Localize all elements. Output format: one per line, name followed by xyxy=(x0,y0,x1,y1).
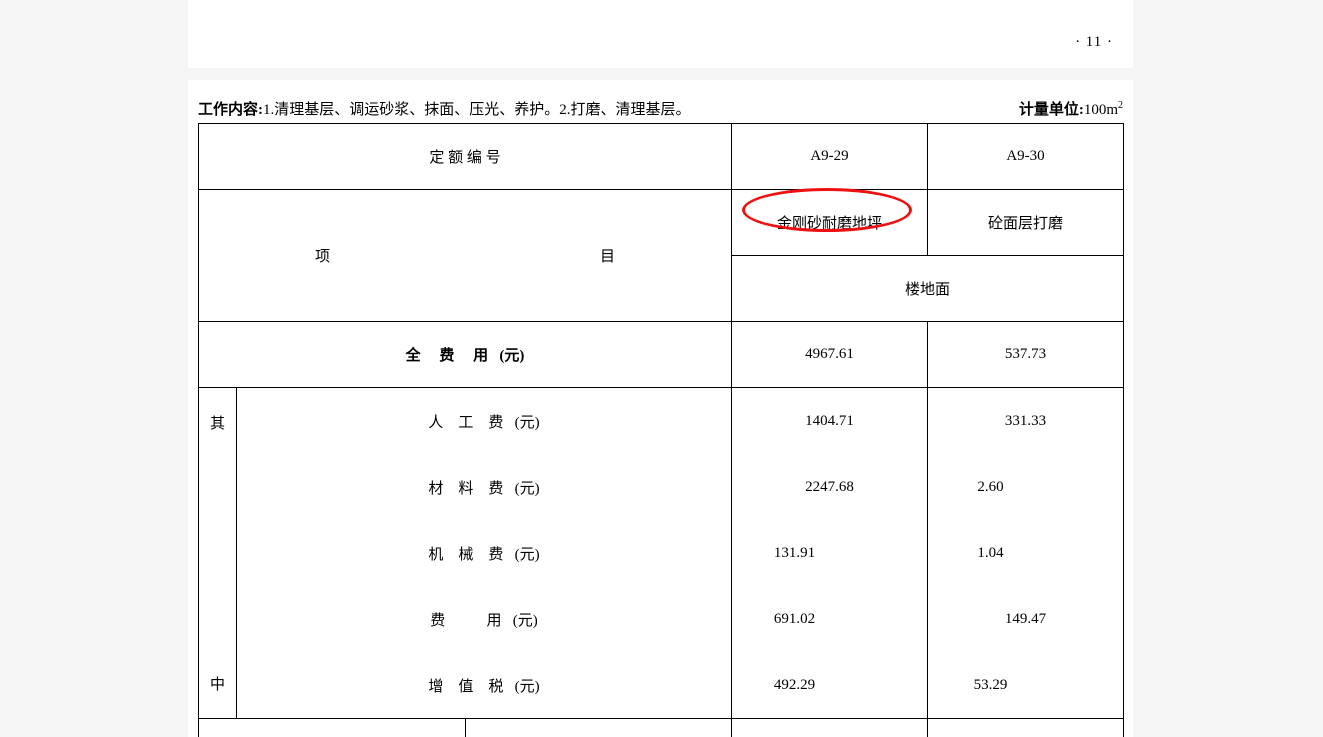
side-label-top: 其 xyxy=(210,412,225,433)
inner-body-table: 人 工 费 (元) 材 料 费 (元) 机 械 费 (元) 费 用 (元) 增 … xyxy=(237,388,731,718)
table-row-total: 全 费 用 (元) 4967.61 537.73 xyxy=(199,322,1124,388)
document-page: 工作内容:1.清理基层、调运砂浆、抹面、压光、养护。2.打磨、清理基层。 计量单… xyxy=(188,80,1133,737)
total-label-text: 全 费 用 (元) xyxy=(406,348,525,364)
unit-value: 100m xyxy=(1084,102,1118,118)
inner-vals-a: 1404.71 2247.68 131.91 691.02 492.29 xyxy=(732,388,927,718)
cutoff-cell-1 xyxy=(199,719,732,737)
project-label-text: 项 目 xyxy=(315,245,615,266)
val-a-4: 492.29 xyxy=(732,652,927,718)
cell-proj-b: 砼面层打磨 xyxy=(928,190,1124,256)
work-content-label: 工作内容: xyxy=(198,102,263,118)
val-a-2: 131.91 xyxy=(732,520,927,586)
code-label-text: 定 额 编 号 xyxy=(429,150,500,166)
cell-body-vals-a-wrap: 1404.71 2247.68 131.91 691.02 492.29 xyxy=(732,388,928,719)
cell-body-vals-b-wrap: 331.33 2.60 1.04 149.47 53.29 xyxy=(928,388,1124,719)
cell-code-label: 定 额 编 号 xyxy=(199,124,732,190)
inner-vals-b: 331.33 2.60 1.04 149.47 53.29 xyxy=(928,388,1123,718)
val-b-3: 149.47 xyxy=(928,586,1123,652)
cell-body-labels-wrap: 人 工 费 (元) 材 料 费 (元) 机 械 费 (元) 费 用 (元) 增 … xyxy=(237,388,732,719)
cell-code-a: A9-29 xyxy=(732,124,928,190)
viewport: · 11 · 工作内容:1.清理基层、调运砂浆、抹面、压光、养护。2.打磨、清理… xyxy=(0,0,1323,737)
cell-side-label: 其 中 xyxy=(199,388,237,719)
cell-project-label: 项 目 xyxy=(199,190,732,322)
cell-total-a: 4967.61 xyxy=(732,322,928,388)
work-content-text: 1.清理基层、调运砂浆、抹面、压光、养护。2.打磨、清理基层。 xyxy=(263,102,691,118)
unit-label: 计量单位: xyxy=(1019,102,1084,118)
val-b-1: 2.60 xyxy=(928,454,1123,520)
measurement-unit: 计量单位:100m2 xyxy=(1019,98,1123,119)
val-a-3: 691.02 xyxy=(732,586,927,652)
body-label-0: 人 工 费 (元) xyxy=(237,388,731,454)
page-top-fragment: · 11 · xyxy=(188,0,1133,68)
body-label-2: 机 械 费 (元) xyxy=(237,520,731,586)
cutoff-cell-2 xyxy=(732,719,928,737)
cell-total-label: 全 费 用 (元) xyxy=(199,322,732,388)
body-label-1: 材 料 费 (元) xyxy=(237,454,731,520)
table-row-code: 定 额 编 号 A9-29 A9-30 xyxy=(199,124,1124,190)
cutoff-divider xyxy=(465,719,466,737)
cutoff-cell-3 xyxy=(928,719,1124,737)
header-line: 工作内容:1.清理基层、调运砂浆、抹面、压光、养护。2.打磨、清理基层。 计量单… xyxy=(188,98,1133,123)
body-label-4: 增 值 税 (元) xyxy=(237,652,731,718)
cell-code-b: A9-30 xyxy=(928,124,1124,190)
page-number: · 11 · xyxy=(1075,34,1113,51)
cell-proj-a: 金刚砂耐磨地坪 xyxy=(732,190,928,256)
side-label-bot: 中 xyxy=(210,673,225,694)
table-row-cutoff xyxy=(199,719,1124,737)
body-label-3: 费 用 (元) xyxy=(237,586,731,652)
val-b-2: 1.04 xyxy=(928,520,1123,586)
work-content: 工作内容:1.清理基层、调运砂浆、抹面、压光、养护。2.打磨、清理基层。 xyxy=(198,98,691,119)
cell-proj-sub: 楼地面 xyxy=(732,256,1124,322)
val-b-0: 331.33 xyxy=(928,388,1123,454)
cell-total-b: 537.73 xyxy=(928,322,1124,388)
val-a-1: 2247.68 xyxy=(732,454,927,520)
val-b-4: 53.29 xyxy=(928,652,1123,718)
proj-a-text: 金刚砂耐磨地坪 xyxy=(777,216,882,232)
cost-table: 定 额 编 号 A9-29 A9-30 项 目 金刚砂耐磨地坪 砼面层打磨 xyxy=(198,123,1124,737)
val-a-0: 1404.71 xyxy=(732,388,927,454)
table-row-project-1: 项 目 金刚砂耐磨地坪 砼面层打磨 xyxy=(199,190,1124,256)
unit-superscript: 2 xyxy=(1118,100,1123,111)
